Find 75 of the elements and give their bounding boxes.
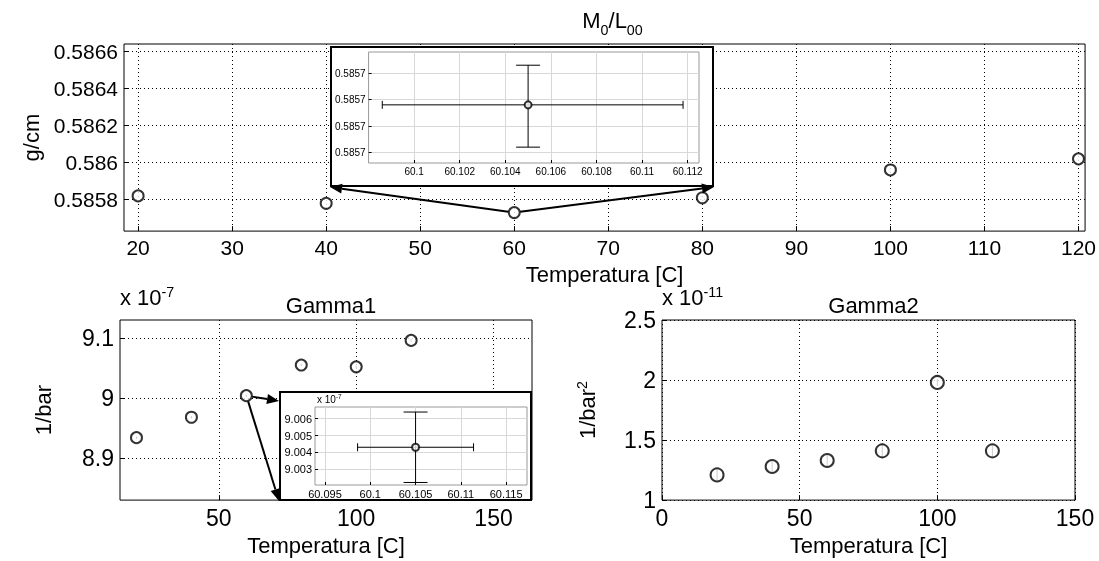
- y-tick-label: 1.5: [624, 427, 656, 454]
- x-tick-label: 50: [786, 504, 813, 531]
- point: [294, 358, 308, 372]
- x-tick-label: 60.108: [581, 165, 613, 177]
- x-tick-label: 60.1: [359, 487, 381, 500]
- x-tick-label: 50: [408, 236, 432, 260]
- point: [1071, 152, 1085, 166]
- point: [709, 467, 725, 483]
- point: [131, 189, 145, 203]
- x-tick-label: 60.11: [447, 487, 475, 500]
- x-tick-label: 100: [337, 504, 376, 531]
- point: [883, 163, 897, 177]
- y-axis-title: 1/bar2: [573, 380, 600, 440]
- y-tick-label: 9: [101, 385, 114, 412]
- chart-title: Gamma2: [828, 292, 919, 318]
- x-axis-title: Temperatura [C]: [789, 532, 948, 558]
- point: [929, 374, 945, 390]
- y-tick-label: 0.5857: [334, 67, 367, 79]
- x-tick-label: 150: [1055, 504, 1095, 531]
- x-tick-label: 90: [784, 236, 809, 260]
- y-tick-label: 0.5864: [53, 76, 119, 100]
- y-tick-label: 9.006: [284, 412, 312, 425]
- y-tick-label: 0.5857: [334, 120, 367, 132]
- x-tick-label: 60.102: [444, 165, 476, 177]
- y-tick-label: 9.003: [284, 463, 312, 476]
- point: [819, 452, 835, 468]
- x-tick-label: 20: [126, 236, 150, 260]
- x-tick-label: 80: [690, 236, 715, 260]
- x-tick-label: 60.112: [672, 165, 703, 177]
- x-tick-label: 60.1: [404, 165, 425, 177]
- x-tick-label: 0: [655, 504, 669, 531]
- x-tick-label: 30: [220, 236, 244, 260]
- y-tick-label: 9.005: [284, 429, 312, 442]
- x-tick-label: 60.106: [535, 165, 567, 177]
- x-tick-label: 60.11: [629, 165, 655, 177]
- y-tick-label: 0.5858: [53, 188, 118, 212]
- y-tick-label: 8.9: [82, 445, 114, 472]
- point: [319, 196, 333, 210]
- x-tick-label: 60.095: [308, 487, 342, 500]
- x-tick-label: 50: [206, 504, 232, 531]
- x-tick-label: 120: [1060, 236, 1096, 260]
- x-tick-label: 60.105: [398, 487, 433, 500]
- x-tick-label: 60: [502, 236, 526, 260]
- point: [184, 410, 198, 424]
- point: [404, 333, 418, 347]
- y-axis-title: 1/bar: [31, 384, 56, 436]
- y-tick-label: 9.004: [284, 446, 312, 459]
- x-tick-label: 60.104: [490, 165, 522, 177]
- point: [874, 443, 890, 459]
- x-tick-label: 110: [967, 236, 1002, 260]
- y-tick-label: 0.5857: [334, 146, 367, 158]
- x-tick-label: 100: [918, 504, 957, 531]
- y-tick-label: 2.5: [624, 307, 656, 333]
- point: [239, 389, 253, 403]
- x-tick-label: 60.115: [489, 487, 523, 500]
- y-tick-label: 1: [643, 487, 656, 514]
- point: [984, 443, 1000, 459]
- y-tick-label: 0.5862: [53, 114, 118, 138]
- x-tick-label: 40: [314, 236, 338, 260]
- x-tick-label: 100: [872, 236, 908, 260]
- point: [764, 458, 780, 474]
- chart-title: Gamma1: [285, 292, 377, 318]
- x-axis-title: Temperatura [C]: [247, 532, 405, 558]
- x-tick-label: 150: [474, 504, 513, 531]
- y-tick-label: 2: [643, 367, 656, 394]
- y-tick-label: 0.586: [65, 151, 118, 175]
- point: [507, 206, 521, 220]
- point: [129, 431, 143, 445]
- y-tick-label: 0.5857: [334, 94, 367, 106]
- y-axis-title: g/cm: [19, 113, 45, 162]
- point: [695, 191, 709, 205]
- x-tick-label: 70: [596, 236, 620, 260]
- point: [349, 360, 363, 374]
- y-tick-label: 9.1: [82, 325, 114, 352]
- y-tick-label: 0.5866: [53, 39, 118, 63]
